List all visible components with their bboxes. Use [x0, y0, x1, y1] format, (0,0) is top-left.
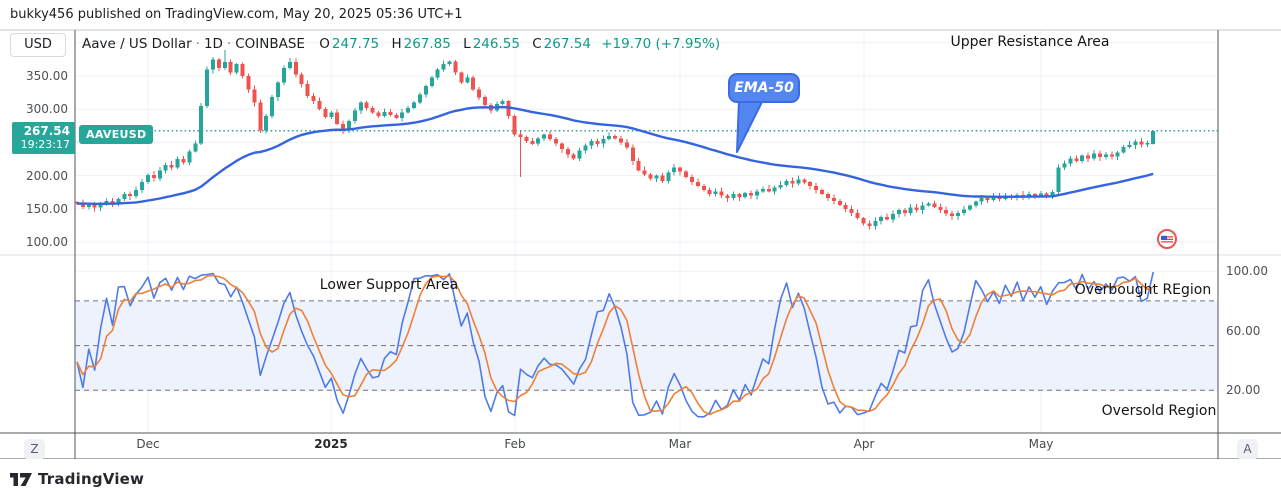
legend-separator: · [226, 36, 232, 52]
low-label: L [463, 36, 471, 52]
low-value: 246.55 [472, 36, 520, 52]
indicator-tick-100: 100.00 [1226, 264, 1268, 279]
interval-label[interactable]: 1D [203, 36, 223, 52]
ema-50-callout[interactable]: EMA-50 [728, 73, 800, 103]
annotation-lower-support[interactable]: Lower Support Area [319, 277, 459, 293]
symbol-title[interactable]: Aave / US Dollar [82, 36, 192, 52]
annotation-overbought[interactable]: Overbought REgion [1074, 282, 1212, 298]
last-price-value: 267.54 [23, 124, 70, 138]
chart-widget[interactable]: USD Aave / US Dollar · 1D · COINBASE O 247.75… [0, 29, 1281, 460]
annotation-upper-resistance[interactable]: Upper Resistance Area [950, 34, 1110, 50]
exchange-label[interactable]: COINBASE [235, 36, 305, 52]
time-tick-May: May [1028, 437, 1054, 451]
tradingview-mark-icon [10, 472, 32, 486]
indicator-tick-20: 20.00 [1226, 383, 1261, 398]
us-flag-icon [1161, 234, 1173, 244]
time-tick-Mar: Mar [668, 437, 692, 451]
bar-countdown: 19:23:17 [20, 138, 70, 151]
economic-event-flag-icon[interactable] [1157, 229, 1177, 249]
open-label: O [319, 36, 330, 52]
symbol-price-tag: AAVEUSD [79, 125, 154, 144]
timezone-button[interactable]: Z [24, 439, 45, 460]
close-label: C [532, 36, 542, 52]
time-tick-2025: 2025 [314, 437, 348, 451]
high-label: H [391, 36, 402, 52]
indicator-tick-60: 60.00 [1226, 323, 1261, 338]
last-price-label: 267.54 19:23:17 [12, 122, 75, 154]
attribution-text: bukky456 published on TradingView.com, M… [10, 7, 463, 22]
time-tick-Apr: Apr [853, 437, 875, 451]
brand-name: TradingView [38, 470, 145, 488]
legend-separator: · [195, 36, 200, 52]
close-value: 267.54 [543, 36, 591, 52]
time-tick-Feb: Feb [504, 437, 526, 451]
change-value: +19.70 (+7.95%) [601, 36, 721, 52]
price-tick-300: 300.00 [26, 102, 68, 117]
price-tick-100: 100.00 [26, 235, 68, 249]
open-value: 247.75 [331, 36, 380, 52]
currency-toggle-button[interactable]: USD [10, 33, 66, 57]
high-value: 267.85 [403, 36, 451, 52]
auto-scale-button[interactable]: A [1237, 439, 1258, 460]
time-tick-Dec: Dec [136, 437, 160, 451]
footer-bar: TradingView [0, 459, 1281, 497]
symbol-legend[interactable]: Aave / US Dollar · 1D · COINBASE O 247.75 H 26… [82, 36, 722, 52]
annotation-oversold[interactable]: Oversold Region [1101, 403, 1217, 419]
price-tick-150: 150.00 [26, 201, 68, 216]
attribution-bar: bukky456 published on TradingView.com, M… [0, 0, 1281, 30]
price-tick-200: 200.00 [26, 168, 68, 183]
price-tick-350: 350.00 [26, 69, 68, 83]
tradingview-logo[interactable]: TradingView [10, 470, 144, 488]
